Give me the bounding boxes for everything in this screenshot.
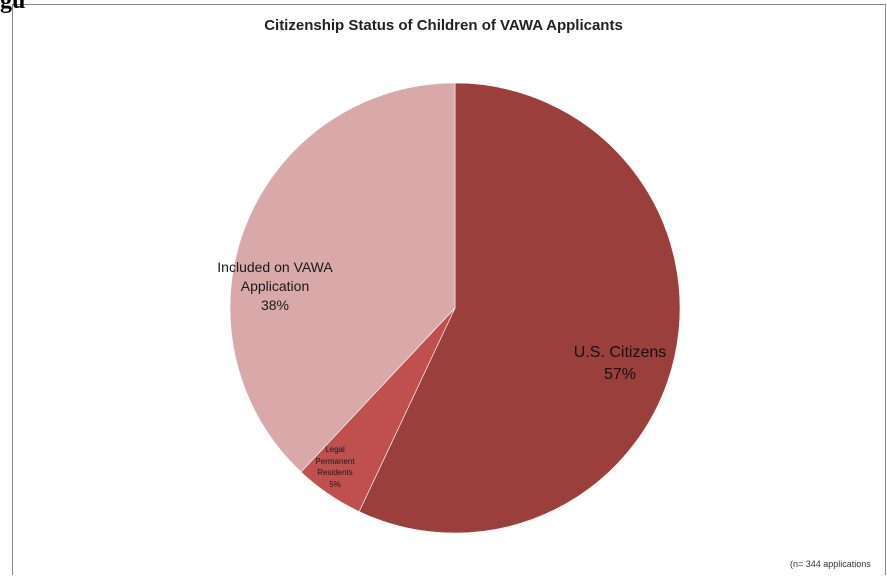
label-lpr-percent: 5% [329, 479, 341, 489]
label-citizens-name: U.S. Citizens [573, 344, 667, 361]
label-citizens-percent: 57% [603, 365, 637, 383]
chart-title: Citizenship Status of Children of VAWA A… [264, 17, 623, 34]
label-lpr-line1: Legal [325, 445, 345, 454]
label-included-percent: 38% [260, 296, 290, 313]
label-us-citizens: U.S. Citizens 57% [560, 342, 680, 385]
label-legal-permanent-residents: Legal Permanent Residents 5% [305, 444, 365, 490]
label-included-line2: Application [240, 277, 310, 294]
sample-size-footnote: (n= 344 applications [790, 559, 871, 569]
pie-slice-included-on-vawa-application [229, 82, 456, 473]
pie-slice-u-s-citizens [358, 82, 681, 534]
label-included-line1: Included on VAWA [217, 259, 333, 275]
figure-label-fragment: gu [0, 0, 26, 14]
label-lpr-line3: Residents [317, 468, 353, 478]
chart-frame [12, 4, 886, 575]
label-included-on-vawa: Included on VAWA Application 38% [205, 258, 345, 315]
label-lpr-line2: Permanent [315, 456, 355, 466]
